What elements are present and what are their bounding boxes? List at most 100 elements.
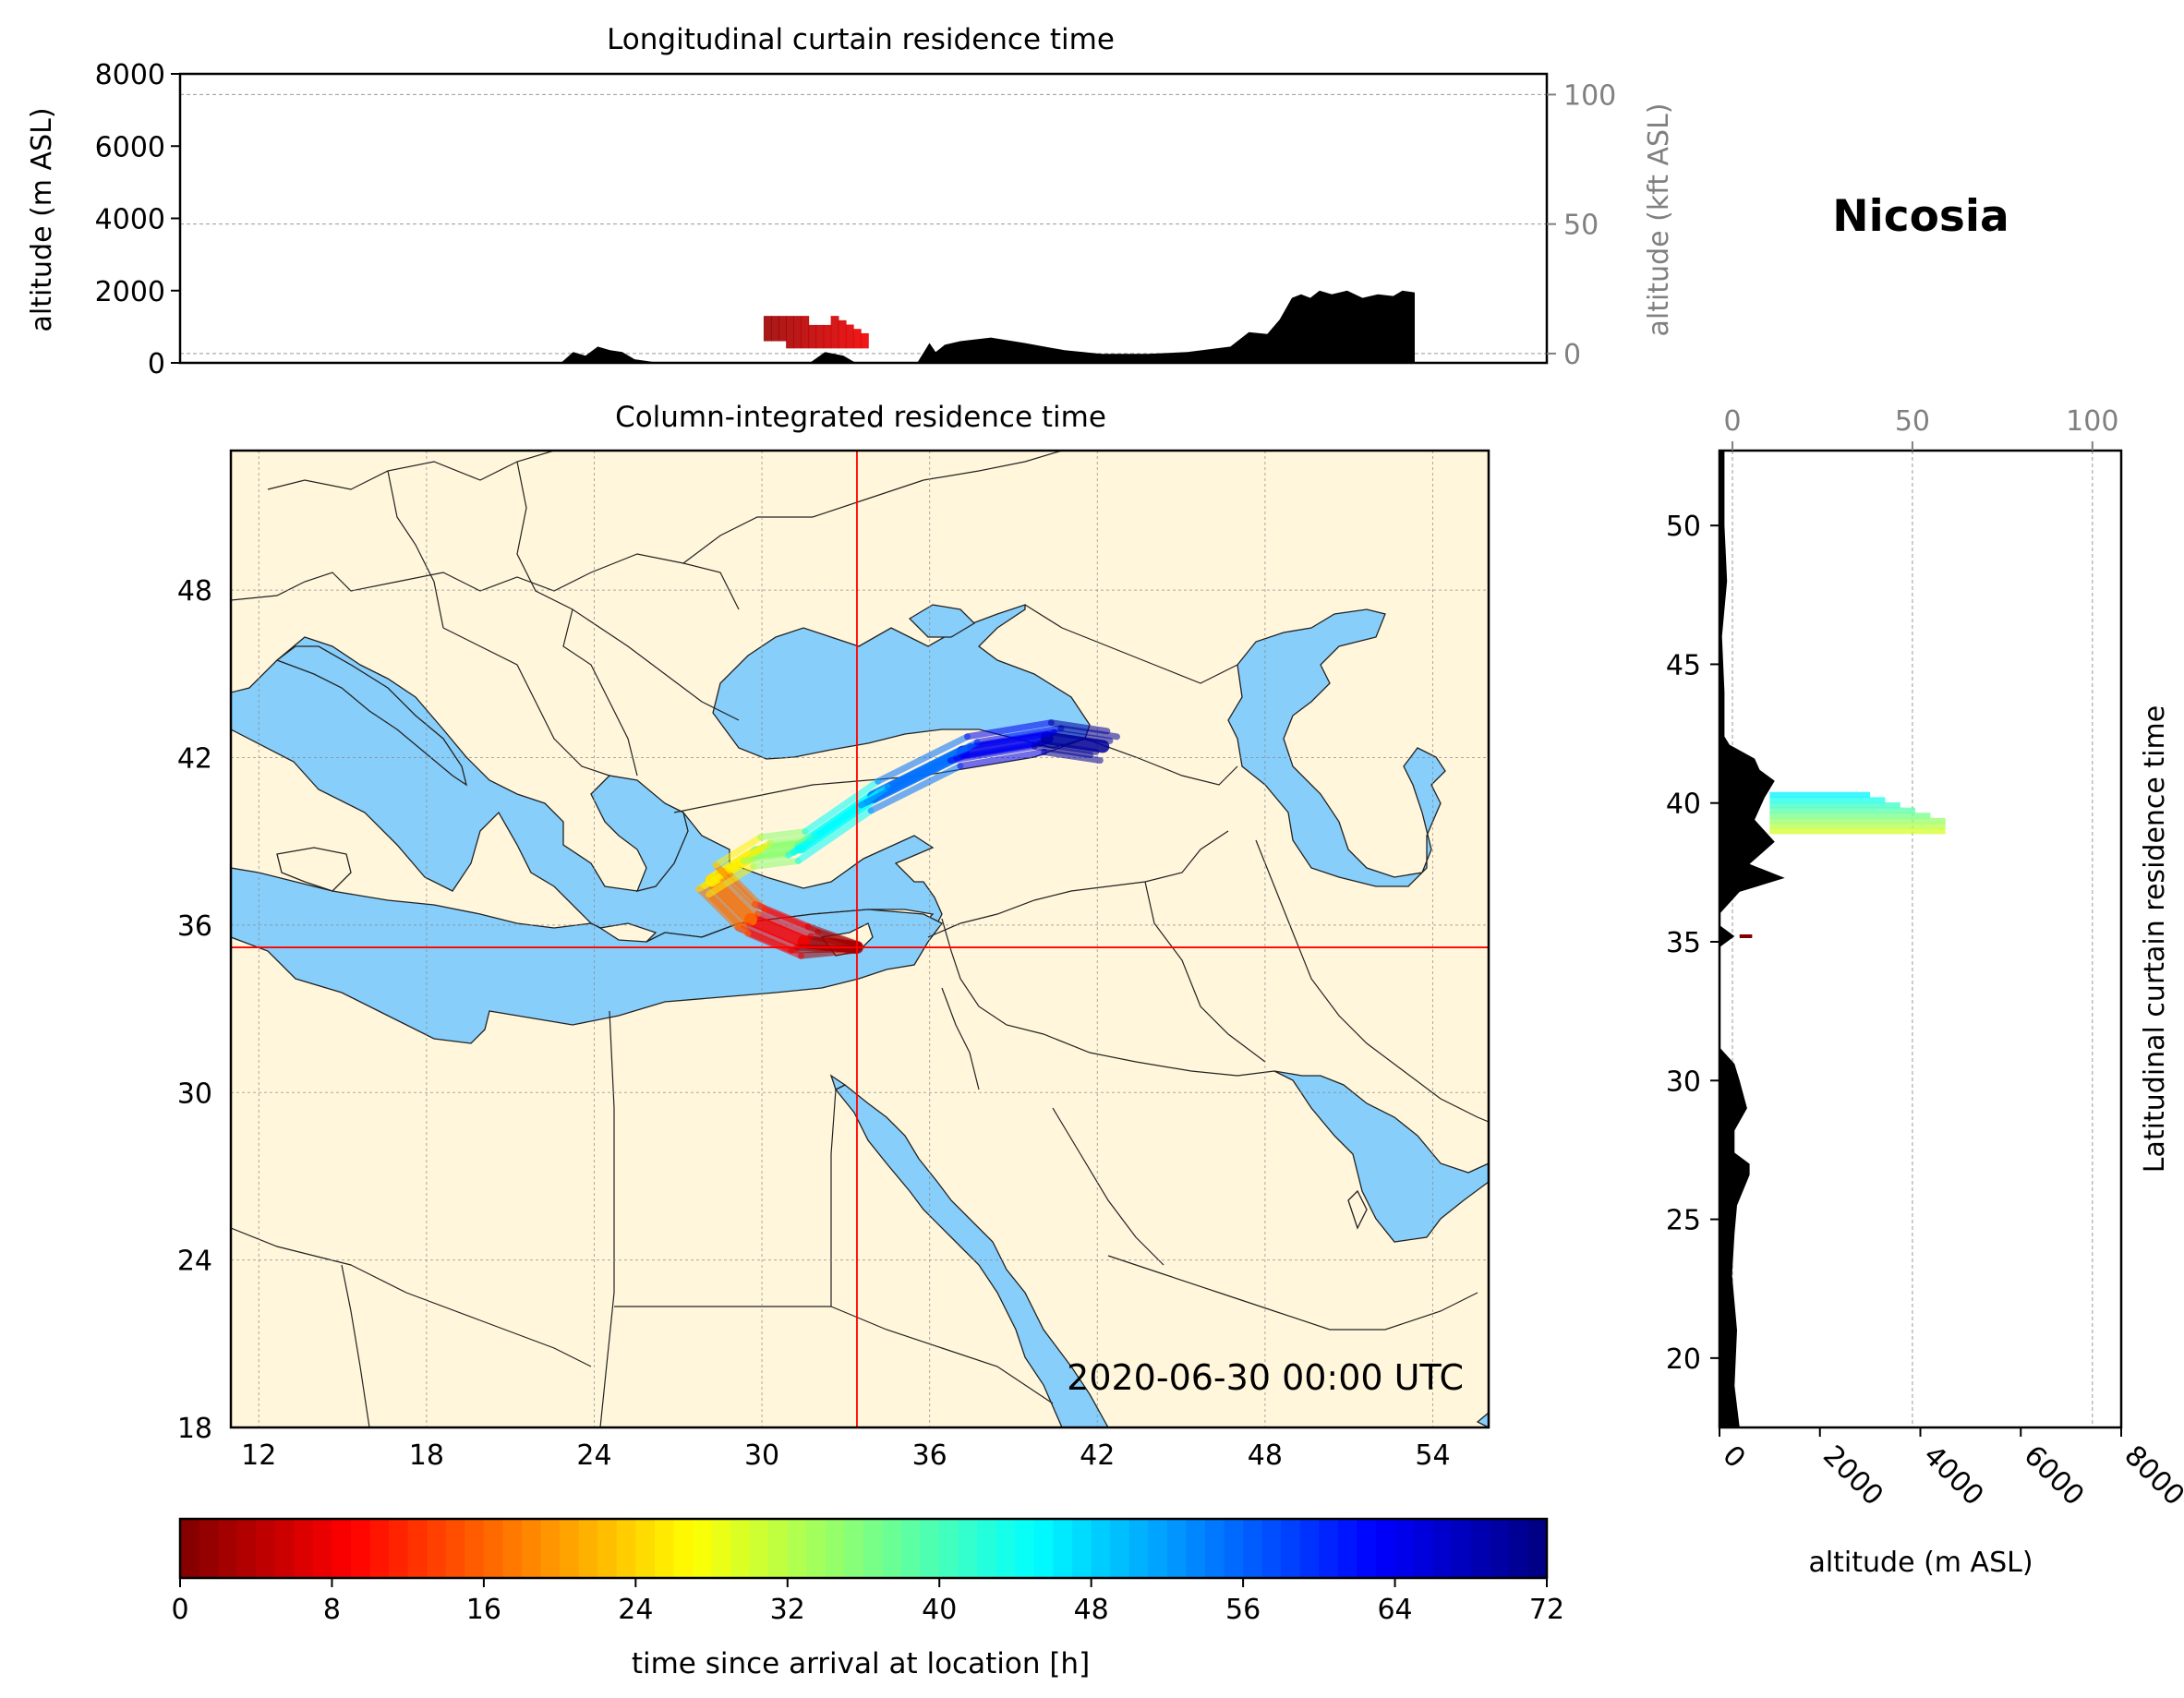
aegean-sea xyxy=(590,775,689,892)
tick-label: 25 xyxy=(1666,1205,1701,1237)
border-line xyxy=(941,918,1275,1077)
trajectory-segment xyxy=(1050,729,1114,744)
tick-label: 35 xyxy=(1666,927,1701,959)
colorbar-segment xyxy=(711,1519,731,1578)
tick-label: 8000 xyxy=(2118,1439,2184,1512)
colorbar-segment xyxy=(218,1519,238,1578)
trajectory-segment xyxy=(752,900,812,930)
colorbar-label: time since arrival at location [h] xyxy=(632,1647,1090,1680)
tick-label: 0 xyxy=(1563,339,1581,371)
colorbar-segment xyxy=(977,1519,997,1578)
tick-label: 30 xyxy=(177,1078,212,1110)
tick-label: 45 xyxy=(1666,649,1701,681)
colorbar-segment xyxy=(312,1519,333,1578)
tick-label: 54 xyxy=(1415,1439,1450,1472)
top-y-axis: 0 2000 4000 6000 8000 xyxy=(95,59,180,380)
tick-label: 0 xyxy=(148,348,165,380)
colorbar-segment xyxy=(1243,1519,1263,1578)
colorbar-segment xyxy=(560,1519,580,1578)
top-curtain-title: Longitudinal curtain residence time xyxy=(607,23,1115,56)
tick-label: 24 xyxy=(618,1594,653,1626)
tick-label: 42 xyxy=(177,743,212,776)
residence-cell xyxy=(1769,791,1871,798)
tick-label: 56 xyxy=(1225,1594,1261,1626)
border-line xyxy=(231,553,740,610)
colorbar-segment xyxy=(1490,1519,1510,1578)
tick-label: 8000 xyxy=(95,59,165,91)
caspian-sea xyxy=(1227,608,1446,887)
sicily xyxy=(276,847,352,892)
map-frame xyxy=(229,449,1490,1429)
right-curtain-grid xyxy=(1732,451,2094,1427)
trajectory-segment xyxy=(785,801,865,859)
colorbar-segment xyxy=(1508,1519,1529,1578)
residence-cell xyxy=(1769,823,1946,829)
border-line xyxy=(562,608,638,777)
map-water xyxy=(231,604,1489,1427)
tick-label: 16 xyxy=(466,1594,501,1626)
colorbar-segment xyxy=(958,1519,978,1578)
colorbar-segment xyxy=(1337,1519,1358,1578)
map-title: Column-integrated residence time xyxy=(615,401,1106,434)
trajectory-segment xyxy=(797,946,860,959)
top-terrain-profile xyxy=(180,290,1547,363)
trajectory-segment xyxy=(1040,731,1110,753)
residence-cell xyxy=(801,316,810,349)
tick-label: 18 xyxy=(177,1413,212,1445)
trajectory-segment xyxy=(973,725,1065,746)
residence-cell xyxy=(1769,817,1946,825)
border-line xyxy=(1024,604,1238,684)
tick-label: 40 xyxy=(1666,789,1701,821)
colorbar-segment xyxy=(236,1519,257,1578)
persian-gulf xyxy=(1273,1070,1489,1243)
colorbar-segment xyxy=(445,1519,465,1578)
colorbar-frame xyxy=(178,1517,1549,1580)
tick-label: 2000 xyxy=(1816,1439,1889,1512)
top-curtain-panel: Longitudinal curtain residence time 0 200… xyxy=(26,23,1675,380)
colorbar-segment xyxy=(1166,1519,1188,1578)
colorbar-segment xyxy=(1053,1519,1073,1578)
border-line xyxy=(1052,1107,1164,1266)
tick-label: 24 xyxy=(576,1439,611,1472)
colorbar-segment xyxy=(673,1519,694,1578)
tick-label: 50 xyxy=(1666,511,1701,543)
colorbar-segment xyxy=(995,1519,1017,1578)
right-residence-band xyxy=(1739,791,1946,938)
tick-label: 0 xyxy=(1716,1439,1751,1475)
colorbar-segment xyxy=(939,1519,959,1578)
border-line xyxy=(1255,839,1489,1123)
colorbar-segment xyxy=(1299,1519,1320,1578)
residence-cell xyxy=(763,316,772,342)
trajectory-segment xyxy=(957,748,1048,770)
colorbar-segment xyxy=(1110,1519,1130,1578)
colorbar-segment xyxy=(1376,1519,1396,1578)
trajectory-segment xyxy=(1036,740,1100,755)
residence-cell xyxy=(1769,807,1916,813)
colorbar-segment xyxy=(1261,1519,1282,1578)
trajectory-segment xyxy=(794,807,875,864)
tick-label: 48 xyxy=(177,575,212,608)
border-line xyxy=(341,1264,370,1427)
trajectory-segment xyxy=(1047,719,1111,735)
tick-label: 4000 xyxy=(1917,1439,1990,1512)
border-line xyxy=(927,830,1229,938)
colorbar-segment xyxy=(180,1519,200,1578)
trajectory-segment xyxy=(706,862,757,898)
gulf-of-oman xyxy=(1476,1412,1489,1427)
tick-label: 24 xyxy=(177,1246,212,1278)
colorbar-segment xyxy=(1414,1519,1434,1578)
tick-label: 18 xyxy=(409,1439,444,1472)
residence-cell xyxy=(778,316,787,342)
location-title: Nicosia xyxy=(1832,191,2009,242)
tick-label: 42 xyxy=(1080,1439,1115,1472)
colorbar-segment xyxy=(1394,1519,1415,1578)
right-x-axis: 0 2000 4000 6000 8000 xyxy=(1716,1427,2184,1512)
border-line xyxy=(267,451,555,490)
right-curtain-frame xyxy=(1718,449,2123,1429)
trajectory-segment xyxy=(956,731,1054,759)
trajectory-segment xyxy=(757,828,809,841)
border-line xyxy=(231,1227,592,1367)
colorbar-segment xyxy=(1224,1519,1244,1578)
top-y2-axis: 0 50 100 xyxy=(1547,79,1616,371)
